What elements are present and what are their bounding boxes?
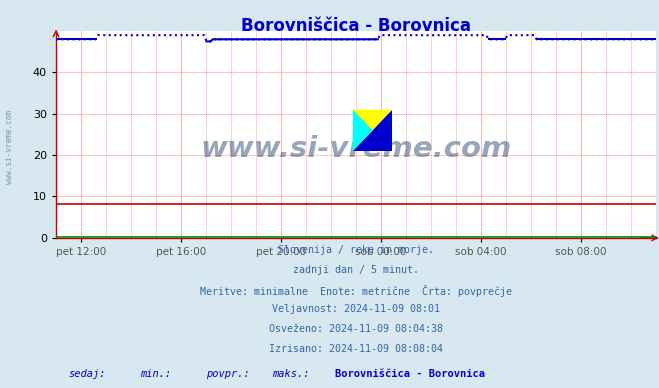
Text: www.si-vreme.com: www.si-vreme.com xyxy=(5,111,14,184)
Bar xyxy=(335,384,352,388)
Text: www.si-vreme.com: www.si-vreme.com xyxy=(200,135,511,163)
Polygon shape xyxy=(353,110,392,151)
Text: povpr.:: povpr.: xyxy=(206,369,250,379)
Text: sedaj:: sedaj: xyxy=(68,369,105,379)
Text: min.:: min.: xyxy=(140,369,171,379)
Text: Osveženo: 2024-11-09 08:04:38: Osveženo: 2024-11-09 08:04:38 xyxy=(269,324,443,334)
Text: Veljavnost: 2024-11-09 08:01: Veljavnost: 2024-11-09 08:01 xyxy=(272,305,440,314)
Text: Slovenija / reke in morje.: Slovenija / reke in morje. xyxy=(278,245,434,255)
Text: Borovniščica - Borovnica: Borovniščica - Borovnica xyxy=(241,17,471,35)
Polygon shape xyxy=(353,110,372,151)
Text: maks.:: maks.: xyxy=(272,369,310,379)
Text: Meritve: minimalne  Enote: metrične  Črta: povprečje: Meritve: minimalne Enote: metrične Črta:… xyxy=(200,285,512,297)
Polygon shape xyxy=(353,110,392,151)
Text: Borovniščica - Borovnica: Borovniščica - Borovnica xyxy=(335,369,485,379)
Text: zadnji dan / 5 minut.: zadnji dan / 5 minut. xyxy=(293,265,419,275)
Text: Izrisano: 2024-11-09 08:08:04: Izrisano: 2024-11-09 08:08:04 xyxy=(269,344,443,354)
